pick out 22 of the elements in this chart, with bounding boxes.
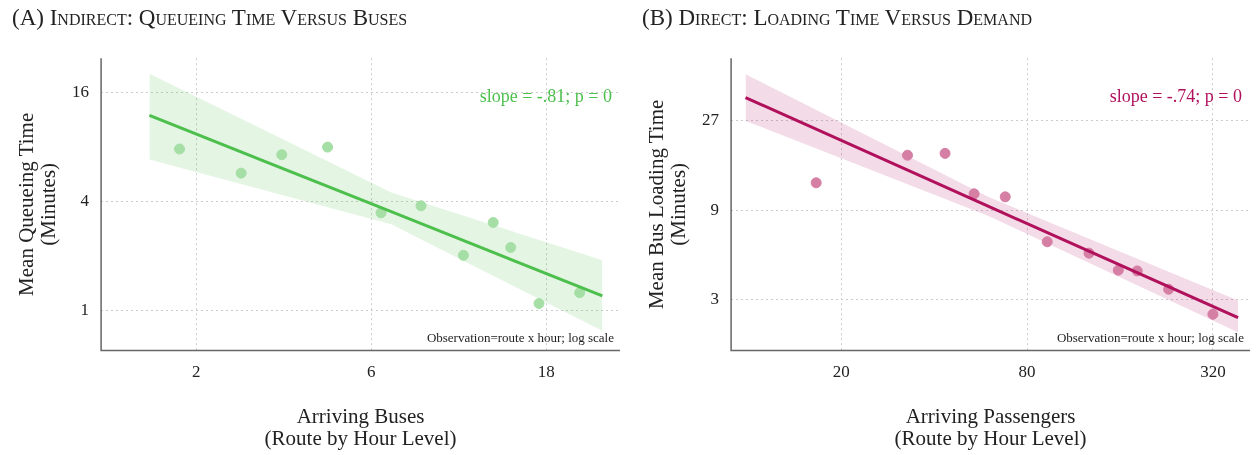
- y-tick-label: 27: [702, 110, 720, 130]
- chart-title: (B) Direct: Loading Time Versus Demand: [641, 4, 1033, 32]
- x-tick-label: 18: [537, 362, 555, 382]
- y-axis-title: Mean Queueing Time (Minutes): [13, 112, 60, 296]
- y-tick-label: 4: [80, 190, 90, 210]
- y-tick-label: 1: [80, 299, 90, 319]
- x-tick-label: 20: [832, 362, 850, 382]
- chart-title: (A) Indirect: Queueing Time Versus Buses: [11, 4, 409, 32]
- y-axis-title: Mean Bus Loading Time (Minutes): [643, 99, 690, 310]
- annotation: Observation=route x hour; log scale: [426, 330, 615, 346]
- x-tick-label: 6: [367, 362, 376, 382]
- x-axis-title: Arriving Passengers (Route by Hour Level): [894, 404, 1087, 451]
- x-axis-title: Arriving Buses (Route by Hour Level): [264, 404, 457, 451]
- y-tick-label: 16: [72, 81, 90, 101]
- x-tick-label: 2: [192, 362, 201, 382]
- x-tick-label: 80: [1018, 362, 1036, 382]
- annotation: slope = -.81; p = 0: [479, 85, 612, 106]
- y-tick-label: 3: [710, 288, 720, 308]
- annotation: slope = -.74; p = 0: [1109, 85, 1242, 106]
- y-tick-label: 9: [710, 199, 720, 219]
- x-tick-label: 320: [1200, 362, 1226, 382]
- annotation: Observation=route x hour; log scale: [1056, 330, 1245, 346]
